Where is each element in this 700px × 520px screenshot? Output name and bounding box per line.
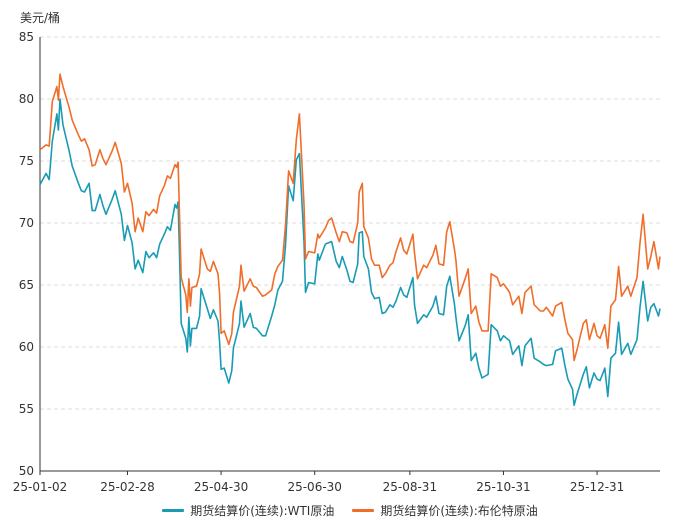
legend-label-brent: 期货结算价(连续):布伦特原油	[380, 503, 538, 518]
legend-swatch-brent	[352, 508, 375, 512]
y-axis-unit-label: 美元/桶	[20, 11, 61, 25]
x-tick-label-25-06-30: 25-06-30	[287, 480, 341, 494]
y-tick-label-65: 65	[19, 278, 34, 292]
y-tick-label-80: 80	[19, 92, 34, 106]
y-tick-label-55: 55	[19, 402, 34, 416]
tick-labels: 50 55 60 65 70 75 80 85 25-01-02 25-02-28 25-04-30…	[13, 30, 625, 494]
x-tick-label-25-12-31: 25-12-31	[570, 480, 624, 494]
x-tick-label-25-02-28: 25-02-28	[100, 480, 154, 494]
y-tick-label-85: 85	[19, 30, 34, 44]
y-tick-label-60: 60	[19, 340, 34, 354]
legend-item-brent[interactable]: 期货结算价(连续):布伦特原油	[352, 502, 538, 519]
axes	[39, 37, 660, 475]
x-tick-label-25-04-30: 25-04-30	[194, 480, 248, 494]
grid-lines	[40, 36, 660, 410]
x-tick-label-25-10-31: 25-10-31	[476, 480, 530, 494]
series-line-0	[39, 98, 661, 407]
legend: 期货结算价(连续):WTI原油 期货结算价(连续):布伦特原油	[0, 500, 700, 520]
x-tick-label-25-08-31: 25-08-31	[383, 480, 437, 494]
y-tick-label-75: 75	[19, 154, 34, 168]
line-chart: 50 55 60 65 70 75 80 85 25-01-02 25-02-28 25-04-30…	[13, 30, 661, 494]
series-lines	[39, 73, 661, 407]
series-line-1	[39, 73, 661, 362]
legend-item-wti[interactable]: 期货结算价(连续):WTI原油	[162, 502, 334, 519]
y-tick-label-70: 70	[19, 216, 34, 230]
legend-swatch-wti	[162, 508, 185, 512]
legend-label-wti: 期货结算价(连续):WTI原油	[190, 503, 335, 518]
y-tick-label-50: 50	[19, 464, 34, 478]
x-tick-label-25-01-02: 25-01-02	[13, 480, 67, 494]
